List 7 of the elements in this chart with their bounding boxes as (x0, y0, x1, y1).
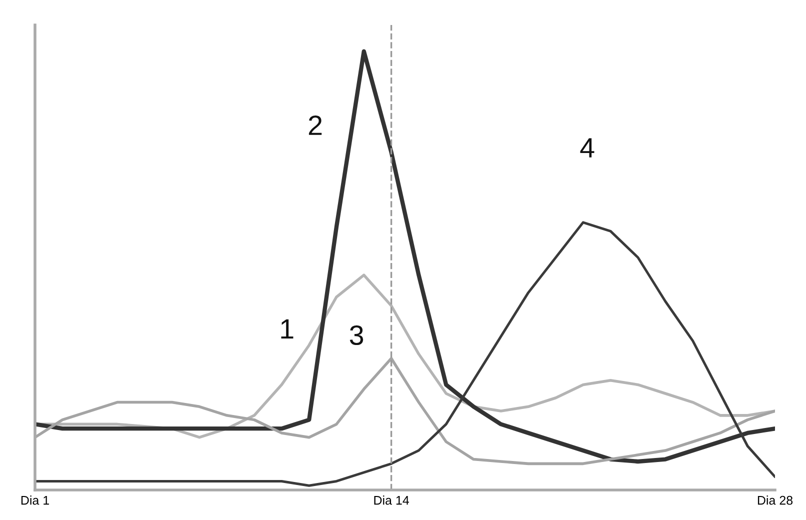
series-label: 3 (350, 325, 364, 346)
x-tick-label: Dia 1 (21, 496, 49, 505)
text: 4 (580, 138, 594, 158)
x-tick-label: Dia 14 (374, 496, 409, 505)
series-label: 2 (308, 115, 322, 135)
series-label: 1 (281, 319, 294, 339)
x-tick-label: Dia 28 (758, 496, 793, 505)
